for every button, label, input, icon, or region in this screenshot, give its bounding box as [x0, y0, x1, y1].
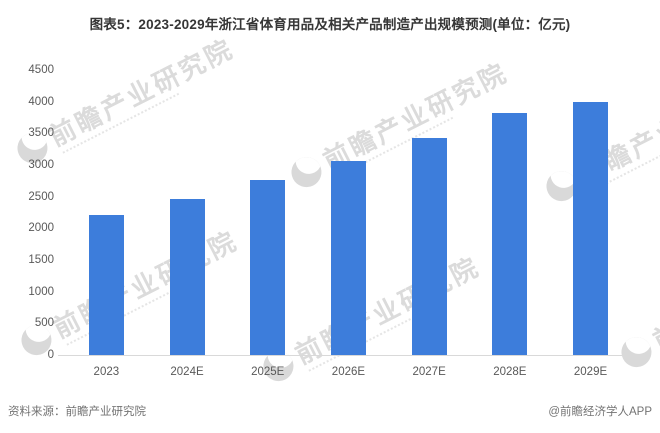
bar-2023: [88, 215, 124, 355]
y-axis-tick-label: 1000: [28, 285, 54, 298]
y-axis-tick-label: 500: [34, 317, 54, 330]
x-axis-tick-label: 2025E: [251, 366, 285, 378]
bar-2025E: [250, 180, 286, 355]
bar-2027E: [411, 138, 447, 355]
brand-watermark: 前瞻产业研究院: [616, 237, 660, 373]
qianzhan-logo-icon: [286, 151, 327, 193]
x-axis-tick-label: 2028E: [493, 366, 527, 378]
y-axis-tick-label: 0: [47, 349, 54, 361]
watermark-subline: [66, 284, 184, 346]
bar-2028E: [492, 113, 528, 355]
bar-2029E: [573, 101, 609, 355]
watermark-text: 前瞻产业研究院: [48, 225, 243, 344]
brand-watermark: 前瞻产业研究院: [286, 57, 513, 193]
x-axis-tick-label: 2023: [93, 366, 120, 378]
chart-title: 图表5：2023-2029年浙江省体育用品及相关产品制造产出规模预测(单位：亿元…: [89, 17, 571, 32]
watermark-subline: [308, 310, 426, 372]
credit-text: @前瞻经济学人APP: [548, 406, 652, 418]
bar-2026E: [330, 160, 366, 355]
watermark-text: 前瞻产业研究院: [44, 33, 239, 152]
x-axis-tick-label: 2029E: [573, 366, 608, 378]
y-axis-tick-label: 2500: [28, 190, 54, 203]
y-axis-tick-label: 3000: [28, 159, 54, 171]
y-axis-tick-label: 3500: [28, 127, 54, 140]
x-axis-tick-label: 2026E: [331, 366, 366, 378]
x-axis-tick-label: 2027E: [412, 366, 446, 378]
watermark-subline: [62, 92, 180, 154]
y-axis-tick-label: 4000: [28, 95, 54, 108]
watermark-text: 前瞻产业研究院: [290, 251, 485, 370]
y-axis-tick-label: 1500: [28, 254, 54, 266]
bar-2024E: [169, 199, 205, 355]
y-axis-tick-label: 4500: [28, 64, 54, 76]
source-text: 资料来源：前瞻产业研究院: [8, 406, 146, 418]
y-axis-tick-label: 2000: [28, 222, 54, 235]
watermark-text: 前瞻产业研究院: [648, 237, 660, 356]
x-axis-line: [58, 355, 640, 356]
x-axis-tick-label: 2024E: [170, 366, 204, 378]
